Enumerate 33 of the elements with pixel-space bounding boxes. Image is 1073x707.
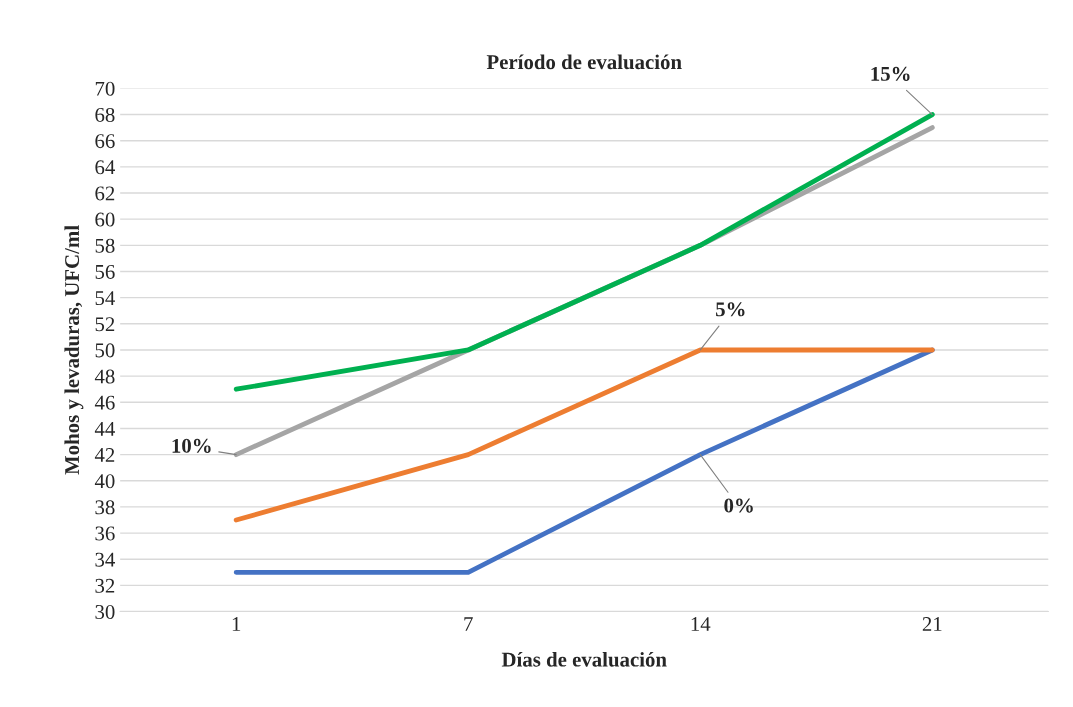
y-tick-label: 36 xyxy=(95,526,115,541)
y-tick-label: 50 xyxy=(95,343,115,358)
y-tick-label: 46 xyxy=(94,395,115,410)
line-series xyxy=(233,112,935,392)
y-tick-label: 40 xyxy=(94,474,115,489)
y-tick-label: 64 xyxy=(95,160,115,175)
series-label: 10% xyxy=(172,438,211,453)
y-tick-label: 54 xyxy=(95,291,115,306)
y-tick-label: 60 xyxy=(95,212,115,227)
chart-title: Período de evaluación xyxy=(486,54,682,70)
x-tick-label: 1 xyxy=(232,617,241,631)
y-tick-label: 42 xyxy=(94,448,115,462)
y-tick-label: 30 xyxy=(95,604,115,619)
y-tick-label: 32 xyxy=(95,578,115,593)
y-tick-label: 48 xyxy=(94,369,115,384)
y-tick-label: 68 xyxy=(95,107,115,122)
y-tick-label: 44 xyxy=(94,421,115,436)
series-label: 15% xyxy=(871,66,910,81)
y-tick-label: 56 xyxy=(95,264,115,279)
y-tick-label: 38 xyxy=(95,500,115,515)
y-tick-label: 58 xyxy=(95,238,115,253)
x-tick-label: 7 xyxy=(464,617,473,631)
x-tick-label: 21 xyxy=(922,617,942,631)
y-tick-label: 62 xyxy=(95,186,115,201)
y-axis-title: Mohos y levaduras, UFC/ml xyxy=(64,225,84,475)
y-tick-label: 66 xyxy=(95,134,115,149)
series-label: 5% xyxy=(716,302,745,317)
text: 0% xyxy=(724,498,753,513)
x-axis-title: Días de evaluación xyxy=(501,651,667,667)
y-tick-label: 52 xyxy=(95,317,115,332)
y-tick-label: 70 xyxy=(95,81,115,96)
y-tick-label: 34 xyxy=(95,552,115,567)
x-tick-label: 14 xyxy=(691,617,711,631)
